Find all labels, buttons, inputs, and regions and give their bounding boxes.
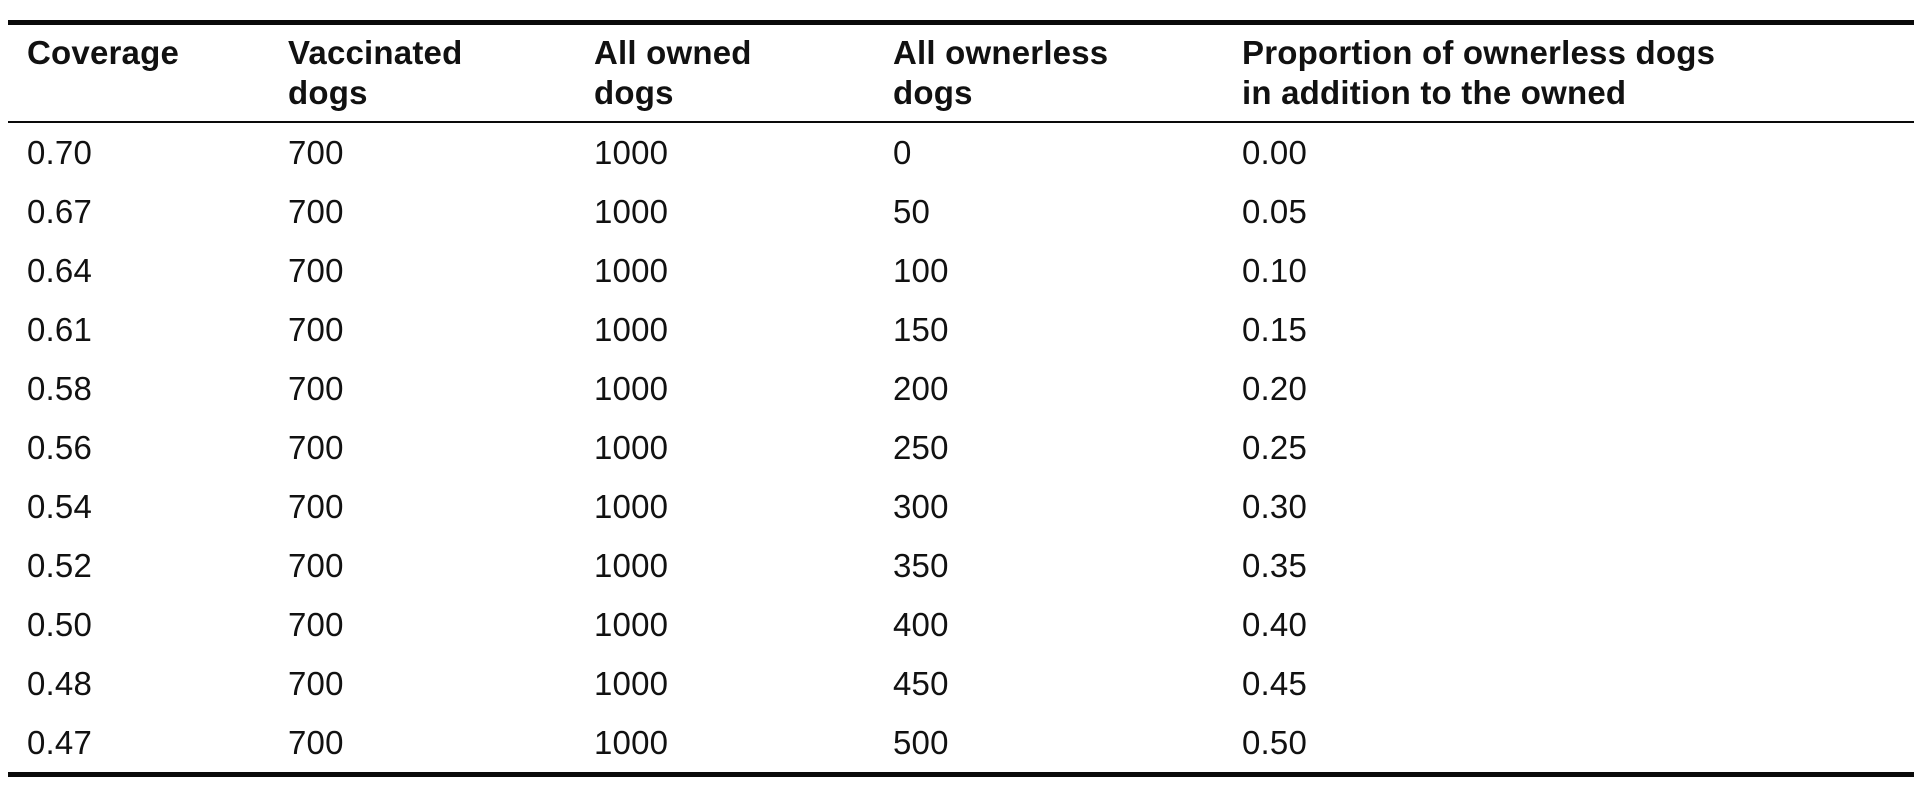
table-cell: 0.48 bbox=[27, 664, 93, 702]
table-cell: 0.70 bbox=[27, 133, 93, 171]
table-cell: 1000 bbox=[594, 133, 669, 171]
table-cell: 0.30 bbox=[1242, 487, 1308, 525]
table-cell: 0.67 bbox=[27, 192, 93, 230]
table-cell: 0.10 bbox=[1242, 251, 1308, 289]
table-cell: 0.64 bbox=[27, 251, 93, 289]
table-cell: 0.35 bbox=[1242, 546, 1308, 584]
table-cell: 0.47 bbox=[27, 723, 93, 761]
table-row: 0.50 700 1000 400 0.40 bbox=[8, 595, 1914, 654]
table-cell: 0.56 bbox=[27, 428, 93, 466]
table-cell: 700 bbox=[288, 664, 344, 702]
table-cell: 0.00 bbox=[1242, 133, 1308, 171]
table-cell: 1000 bbox=[594, 369, 669, 407]
table-cell: 700 bbox=[288, 723, 344, 761]
table-cell: 0.25 bbox=[1242, 428, 1308, 466]
table-row: 0.47 700 1000 500 0.50 bbox=[8, 713, 1914, 775]
table-cell: 0.45 bbox=[1242, 664, 1308, 702]
table-cell: 500 bbox=[893, 723, 949, 761]
table-cell: 700 bbox=[288, 487, 344, 525]
table-header-row: Coverage Vaccinated dogs All owned dogs … bbox=[8, 22, 1914, 123]
table-cell: 200 bbox=[893, 369, 949, 407]
table-cell: 1000 bbox=[594, 723, 669, 761]
table-cell: 250 bbox=[893, 428, 949, 466]
table-cell: 700 bbox=[288, 546, 344, 584]
column-header-all-ownerless-dogs: All ownerless dogs bbox=[874, 22, 1223, 123]
table-cell: 0.54 bbox=[27, 487, 93, 525]
table-cell: 700 bbox=[288, 251, 344, 289]
column-header-vaccinated-dogs: Vaccinated dogs bbox=[269, 22, 575, 123]
table-cell: 0.15 bbox=[1242, 310, 1308, 348]
table-cell: 1000 bbox=[594, 546, 669, 584]
table-cell: 700 bbox=[288, 605, 344, 643]
table-row: 0.67 700 1000 50 0.05 bbox=[8, 182, 1914, 241]
column-header-proportion-ownerless: Proportion of ownerless dogs in addition… bbox=[1223, 22, 1914, 123]
table-row: 0.54 700 1000 300 0.30 bbox=[8, 477, 1914, 536]
table-header: Coverage Vaccinated dogs All owned dogs … bbox=[8, 22, 1914, 123]
table-cell: 1000 bbox=[594, 428, 669, 466]
table-cell: 150 bbox=[893, 310, 949, 348]
table-cell: 700 bbox=[288, 369, 344, 407]
table-cell: 700 bbox=[288, 310, 344, 348]
column-header-coverage: Coverage bbox=[8, 22, 269, 123]
table-cell: 1000 bbox=[594, 251, 669, 289]
column-header-all-owned-dogs: All owned dogs bbox=[575, 22, 874, 123]
table-row: 0.56 700 1000 250 0.25 bbox=[8, 418, 1914, 477]
table-cell: 1000 bbox=[594, 605, 669, 643]
table-cell: 50 bbox=[893, 192, 931, 230]
table-cell: 0.50 bbox=[27, 605, 93, 643]
table-row: 0.58 700 1000 200 0.20 bbox=[8, 359, 1914, 418]
table-body: 0.70 700 1000 0 0.00 0.67 700 1000 50 0.05 0.64 700… bbox=[8, 122, 1914, 775]
table-row: 0.61 700 1000 150 0.15 bbox=[8, 300, 1914, 359]
table-cell: 1000 bbox=[594, 192, 669, 230]
table-cell: 0 bbox=[893, 133, 912, 171]
table-cell: 0.05 bbox=[1242, 192, 1308, 230]
table-cell: 400 bbox=[893, 605, 949, 643]
table-cell: 350 bbox=[893, 546, 949, 584]
page-body: Coverage Vaccinated dogs All owned dogs … bbox=[8, 20, 1914, 777]
table-cell: 0.20 bbox=[1242, 369, 1308, 407]
table-cell: 300 bbox=[893, 487, 949, 525]
table-cell: 450 bbox=[893, 664, 949, 702]
table-row: 0.52 700 1000 350 0.35 bbox=[8, 536, 1914, 595]
table-cell: 700 bbox=[288, 192, 344, 230]
table-cell: 1000 bbox=[594, 310, 669, 348]
coverage-table: Coverage Vaccinated dogs All owned dogs … bbox=[8, 20, 1914, 777]
table-cell: 100 bbox=[893, 251, 949, 289]
table-row: 0.70 700 1000 0 0.00 bbox=[8, 122, 1914, 182]
table-cell: 0.40 bbox=[1242, 605, 1308, 643]
table-cell: 1000 bbox=[594, 487, 669, 525]
table-cell: 1000 bbox=[594, 664, 669, 702]
table-row: 0.64 700 1000 100 0.10 bbox=[8, 241, 1914, 300]
table-cell: 700 bbox=[288, 133, 344, 171]
table-cell: 0.61 bbox=[27, 310, 93, 348]
table-cell: 0.50 bbox=[1242, 723, 1308, 761]
table-cell: 700 bbox=[288, 428, 344, 466]
table-cell: 0.58 bbox=[27, 369, 93, 407]
table-row: 0.48 700 1000 450 0.45 bbox=[8, 654, 1914, 713]
table-cell: 0.52 bbox=[27, 546, 93, 584]
